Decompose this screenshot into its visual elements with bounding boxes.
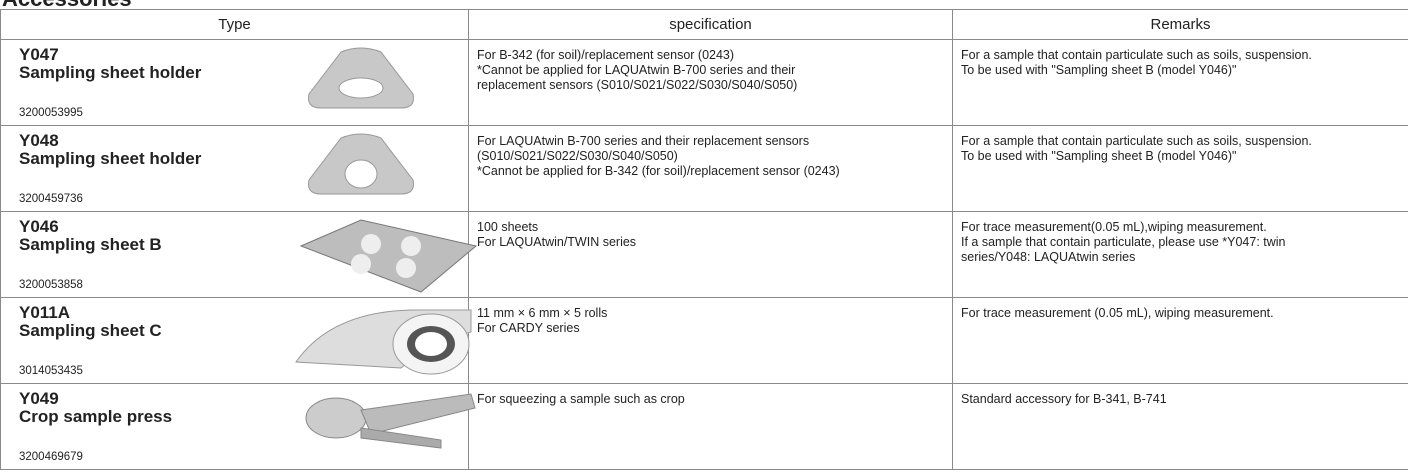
product-image <box>291 216 481 300</box>
model-number: Y048 <box>19 131 59 150</box>
model-block: Y047 Sampling sheet holder <box>19 46 201 82</box>
specification-cell: 100 sheets For LAQUAtwin/TWIN series <box>468 211 953 298</box>
specification-line: For B-342 (for soil)/replacement sensor … <box>477 48 735 62</box>
table-row: Y011A Sampling sheet C 3014053435 11 mm × 6… <box>0 297 1408 384</box>
remarks-line: To be used with "Sampling sheet B (model… <box>961 63 1237 77</box>
table-row: Y048 Sampling sheet holder 3200459736 For L… <box>0 125 1408 212</box>
product-name: Sampling sheet B <box>19 235 162 254</box>
specification-line: 100 sheets <box>477 220 539 234</box>
model-block: Y048 Sampling sheet holder <box>19 132 201 168</box>
model-number: Y047 <box>19 45 59 64</box>
remarks-line: For trace measurement(0.05 mL),wiping me… <box>961 220 1267 234</box>
remarks-cell: For a sample that contain particulate su… <box>952 125 1408 212</box>
product-name: Sampling sheet holder <box>19 63 202 82</box>
remarks-line: series/Y048: LAQUAtwin series <box>961 250 1136 264</box>
specification-cell: For B-342 (for soil)/replacement sensor … <box>468 39 953 126</box>
product-code: 3200053858 <box>19 279 83 291</box>
product-code: 3200469679 <box>19 451 83 463</box>
specification-line: For squeezing a sample such as crop <box>477 392 685 406</box>
table-row: Y046 Sampling sheet B 3200053858 100 sheets… <box>0 211 1408 298</box>
specification-line: *Cannot be applied for LAQUAtwin B-700 s… <box>477 63 796 77</box>
product-image <box>291 130 431 204</box>
specification-line: 11 mm × 6 mm × 5 rolls <box>477 306 608 320</box>
remarks-line: To be used with "Sampling sheet B (model… <box>961 149 1237 163</box>
header: specification <box>468 9 953 40</box>
table-row: Y047 Sampling sheet holder 3200053995 For B… <box>0 39 1408 126</box>
product-code: 3200459736 <box>19 193 83 205</box>
model-block: Y046 Sampling sheet B <box>19 218 162 254</box>
model-number: Y011A <box>19 303 71 322</box>
specification-cell: For LAQUAtwin B-700 series and their rep… <box>468 125 953 212</box>
type-cell: Y048 Sampling sheet holder 3200459736 <box>0 125 469 212</box>
remarks-line: Standard accessory for B-341, B-741 <box>961 392 1167 406</box>
table-row: Y049 Crop sample press 3200469679 For squee… <box>0 383 1408 470</box>
accessories-table: Type specification Remarks Y047 Sampling … <box>0 9 1408 470</box>
remarks-cell: For trace measurement(0.05 mL),wiping me… <box>952 211 1408 298</box>
product-name: Crop sample press <box>19 407 173 426</box>
product-name: Sampling sheet C <box>19 321 162 340</box>
product-image <box>291 302 481 386</box>
remarks-line: If a sample that contain particulate, pl… <box>961 235 1286 249</box>
specification-line: For LAQUAtwin B-700 series and their rep… <box>477 134 810 148</box>
specification-line: (S010/S021/S022/S030/S040/S050) <box>477 149 678 163</box>
specification-cell: 11 mm × 6 mm × 5 rolls For CARDY series <box>468 297 953 384</box>
remarks-line: For a sample that contain particulate su… <box>961 134 1312 148</box>
specification-line: For LAQUAtwin/TWIN series <box>477 235 637 249</box>
remarks-cell: Standard accessory for B-341, B-741 <box>952 383 1408 470</box>
product-name: Sampling sheet holder <box>19 149 202 168</box>
model-number: Y049 <box>19 389 59 408</box>
type-cell: Y011A Sampling sheet C 3014053435 <box>0 297 472 384</box>
model-block: Y049 Crop sample press <box>19 390 172 426</box>
model-block: Y011A Sampling sheet C <box>19 304 162 340</box>
product-code: 3200053995 <box>19 107 83 119</box>
type-cell: Y047 Sampling sheet holder 3200053995 <box>0 39 469 126</box>
section-title: Accessories <box>2 0 132 12</box>
specification-line: replacement sensors (S010/S021/S022/S030… <box>477 78 798 92</box>
type-cell: Y046 Sampling sheet B 3200053858 <box>0 211 478 298</box>
remarks-line: For trace measurement (0.05 mL), wiping … <box>961 306 1274 320</box>
specification-line: For CARDY series <box>477 321 580 335</box>
header: Type <box>0 9 469 40</box>
remarks-cell: For trace measurement (0.05 mL), wiping … <box>952 297 1408 384</box>
remarks-cell: For a sample that contain particulate su… <box>952 39 1408 126</box>
product-image <box>291 44 431 118</box>
header: Remarks <box>952 9 1408 40</box>
model-number: Y046 <box>19 217 59 236</box>
product-image <box>291 388 481 462</box>
type-cell: Y049 Crop sample press 3200469679 <box>0 383 476 470</box>
product-code: 3014053435 <box>19 365 83 377</box>
remarks-line: For a sample that contain particulate su… <box>961 48 1312 62</box>
specification-cell: For squeezing a sample such as crop <box>468 383 953 470</box>
specification-line: *Cannot be applied for B-342 (for soil)/… <box>477 164 840 178</box>
